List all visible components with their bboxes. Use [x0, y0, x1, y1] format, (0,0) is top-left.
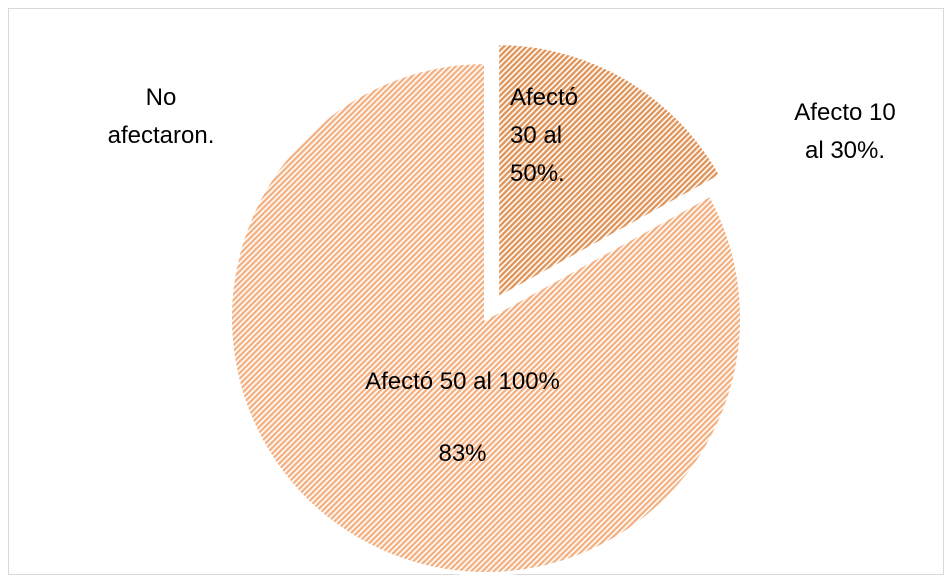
slice-label: No afectaron.: [105, 79, 217, 155]
pie-slice: [228, 59, 744, 576]
category-label: Afectó 50 al 100%: [365, 368, 560, 395]
value-label: 83%: [438, 440, 487, 467]
pie-slice: [495, 41, 725, 303]
category-label: No afectaron.: [107, 84, 215, 149]
slice-label: Afecto 10 al 30%.: [790, 94, 900, 170]
slice-label: Afectó 30 al 50%.: [510, 79, 605, 193]
slice-label: Afectó 50 al 100% 83%: [340, 363, 585, 473]
category-label: Afectó 30 al 50%.: [510, 84, 579, 187]
category-label: Afecto 10 al 30%.: [794, 99, 896, 164]
